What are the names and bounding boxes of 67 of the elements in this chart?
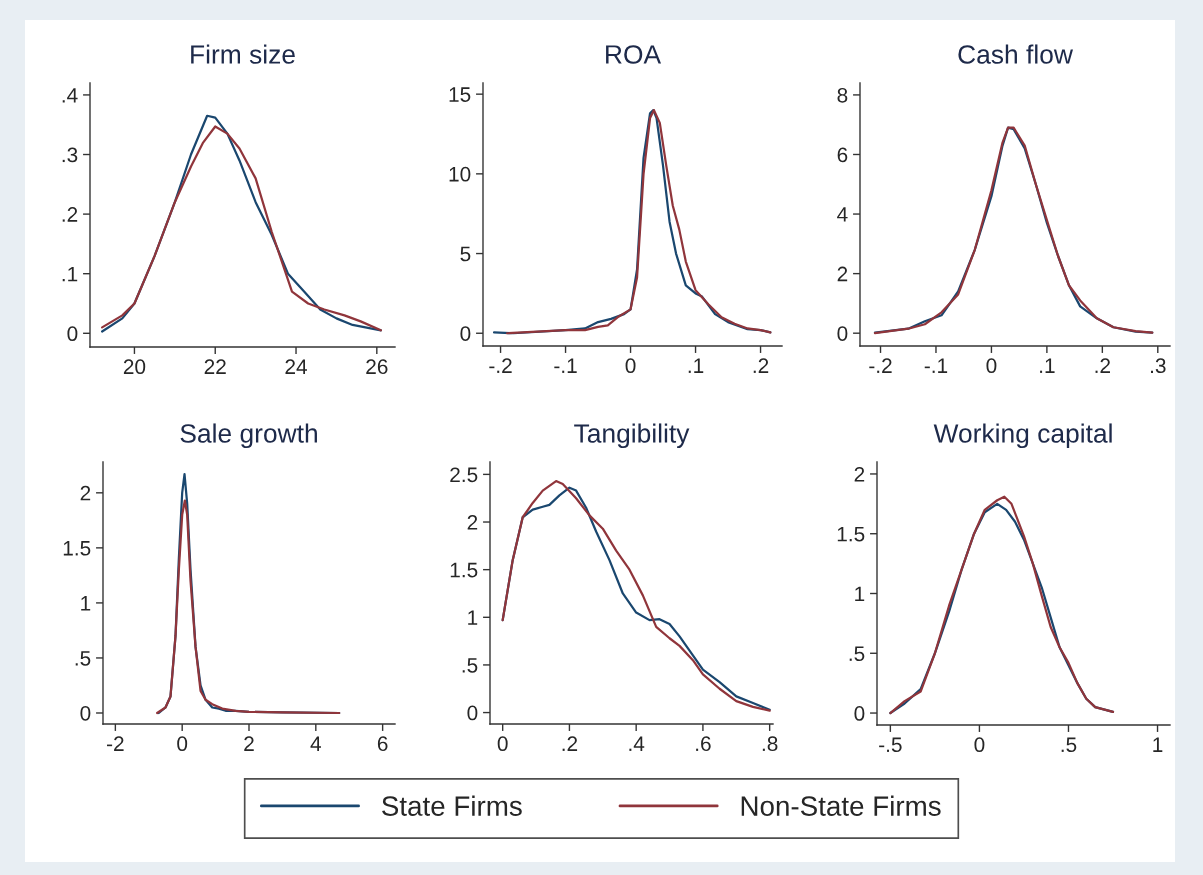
x-tick-label: 6 bbox=[377, 736, 388, 752]
x-tick-label: -2 bbox=[107, 736, 124, 751]
x-tick-label: 1 bbox=[1153, 737, 1163, 752]
chart-title: Sale growth bbox=[180, 423, 317, 449]
x-tick-label: 2 bbox=[244, 736, 254, 751]
x-tick-label: 0 bbox=[497, 736, 508, 752]
x-tick-label: 22 bbox=[204, 359, 226, 374]
x-tick-label: .2 bbox=[562, 736, 578, 751]
y-tick-label: .1 bbox=[62, 266, 78, 282]
x-tick-label: 26 bbox=[366, 359, 388, 375]
y-tick-label: 8 bbox=[837, 87, 848, 103]
chart-title: ROA bbox=[606, 45, 662, 64]
x-tick-label: 0 bbox=[625, 358, 636, 374]
y-tick-label: 1.5 bbox=[837, 526, 865, 542]
x-tick-label: 4 bbox=[310, 736, 321, 751]
legend-label: Non-State Firms bbox=[741, 795, 941, 816]
y-tick-label: .2 bbox=[62, 207, 78, 222]
x-tick-label: -.1 bbox=[924, 358, 948, 373]
y-tick-label: .4 bbox=[62, 88, 78, 103]
y-tick-label: .5 bbox=[849, 646, 865, 662]
x-tick-label: .6 bbox=[696, 736, 711, 752]
chart-title: Tangibility bbox=[574, 423, 690, 449]
y-tick-label: 0 bbox=[80, 705, 91, 721]
y-tick-label: .5 bbox=[462, 658, 478, 673]
y-tick-label: .3 bbox=[62, 147, 78, 163]
y-tick-label: 0 bbox=[467, 705, 478, 721]
x-tick-label: .5 bbox=[1061, 737, 1077, 753]
chart-title: Working capital bbox=[933, 423, 1112, 449]
x-tick-label: 0 bbox=[986, 358, 997, 374]
x-tick-label: 24 bbox=[285, 359, 307, 374]
x-tick-label: 0 bbox=[974, 737, 985, 753]
y-tick-label: 2 bbox=[80, 485, 91, 501]
x-tick-label: -.1 bbox=[554, 358, 577, 373]
y-tick-label: 1 bbox=[81, 596, 91, 611]
x-tick-label: 20 bbox=[123, 359, 146, 375]
y-tick-label: 1 bbox=[468, 610, 478, 625]
y-tick-label: 15 bbox=[449, 87, 471, 102]
x-tick-label: .2 bbox=[753, 358, 769, 373]
y-tick-label: 1.5 bbox=[63, 541, 91, 556]
y-tick-label: 2 bbox=[854, 466, 865, 482]
y-tick-label: 0 bbox=[460, 326, 471, 341]
y-tick-label: 6 bbox=[837, 147, 848, 163]
y-tick-label: 0 bbox=[837, 326, 848, 341]
y-tick-label: 1 bbox=[855, 586, 865, 602]
y-tick-label: 2 bbox=[837, 266, 848, 282]
x-tick-label: .8 bbox=[762, 736, 778, 752]
x-tick-label: .4 bbox=[629, 736, 645, 751]
x-tick-label: -.2 bbox=[869, 358, 892, 373]
x-tick-label: 0 bbox=[177, 736, 188, 752]
y-tick-label: 5 bbox=[460, 246, 471, 262]
chart-title: Firm size bbox=[191, 44, 295, 64]
y-tick-label: 2 bbox=[467, 515, 478, 530]
chart-title: Cash flow bbox=[958, 44, 1073, 64]
y-tick-label: 4 bbox=[837, 207, 848, 222]
x-tick-label: .2 bbox=[1095, 358, 1110, 373]
y-tick-label: 0 bbox=[854, 706, 865, 721]
x-tick-label: .1 bbox=[1040, 358, 1055, 373]
x-tick-label: -.2 bbox=[489, 358, 512, 373]
y-tick-label: 10 bbox=[449, 166, 471, 182]
y-tick-label: 2.5 bbox=[450, 467, 478, 483]
y-tick-label: 0 bbox=[67, 326, 78, 342]
x-tick-label: .3 bbox=[1151, 358, 1166, 374]
x-tick-label: .1 bbox=[688, 358, 704, 373]
legend-label: State Firms bbox=[382, 795, 522, 816]
y-tick-label: 1.5 bbox=[450, 562, 478, 578]
x-tick-label: -.5 bbox=[879, 737, 902, 753]
y-tick-label: .5 bbox=[75, 651, 91, 666]
